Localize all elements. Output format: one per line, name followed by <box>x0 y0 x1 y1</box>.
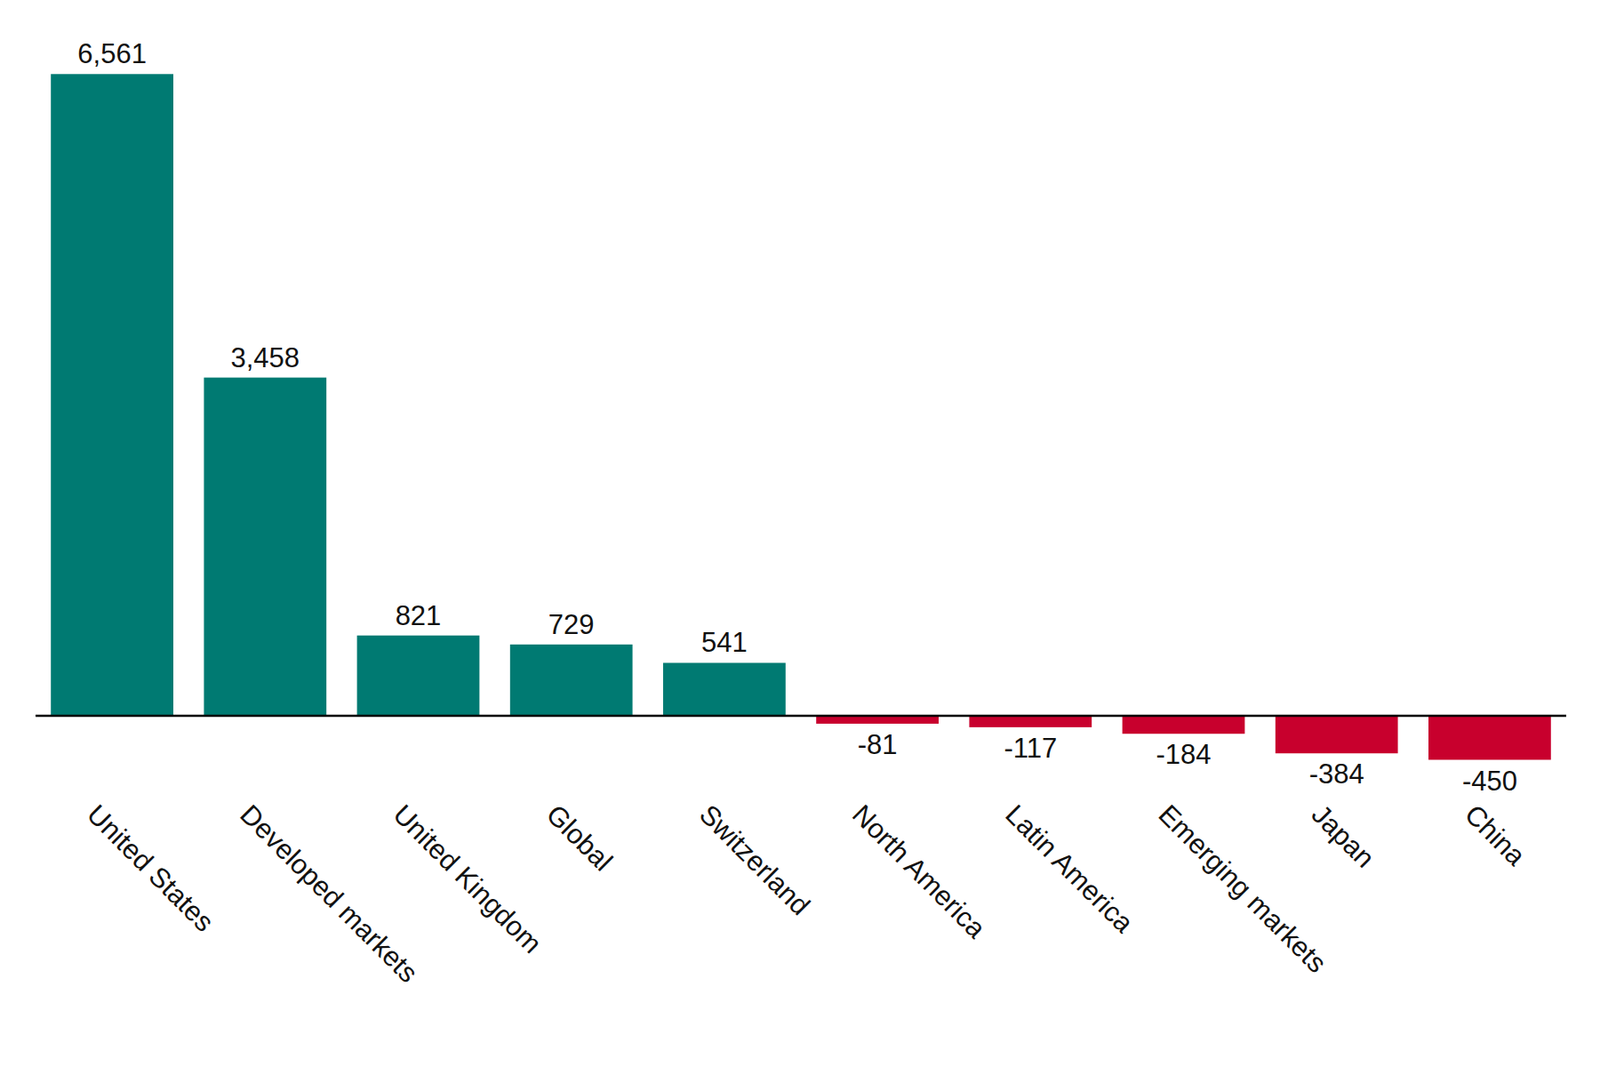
data-label: -117 <box>1003 732 1057 764</box>
category-label: North America <box>846 798 992 944</box>
bar <box>203 377 327 716</box>
data-label: -450 <box>1462 765 1518 797</box>
zero-line <box>35 714 1567 718</box>
labels: 6,561United States3,458Developed markets… <box>77 38 1532 989</box>
bar <box>968 715 1092 728</box>
data-label: 6,561 <box>77 38 147 70</box>
data-label: 541 <box>701 626 748 658</box>
bar <box>50 73 174 716</box>
data-label: -384 <box>1309 758 1365 790</box>
bar <box>1428 715 1552 760</box>
data-label: 821 <box>395 600 442 632</box>
chart-container: 6,561United States3,458Developed markets… <box>0 0 1600 1067</box>
data-label: -184 <box>1155 738 1211 770</box>
bar <box>510 644 633 716</box>
bar <box>663 662 786 716</box>
category-label: Global <box>540 798 619 877</box>
category-label: Switzerland <box>693 798 816 921</box>
data-label: -81 <box>857 728 898 760</box>
category-label: Emerging markets <box>1152 798 1334 979</box>
bar <box>816 715 939 724</box>
bar <box>357 635 480 716</box>
data-label: 3,458 <box>231 342 301 374</box>
bar <box>1122 715 1246 734</box>
chart: 6,561United States3,458Developed markets… <box>0 0 1600 1067</box>
category-label: Latin America <box>999 798 1140 939</box>
category-label: United Kingdom <box>387 798 549 960</box>
category-label: United States <box>80 798 220 937</box>
bar <box>1275 715 1399 753</box>
category-label: Japan <box>1305 798 1381 873</box>
category-label: China <box>1458 798 1533 872</box>
bars <box>50 73 1552 760</box>
data-label: 729 <box>548 608 595 640</box>
